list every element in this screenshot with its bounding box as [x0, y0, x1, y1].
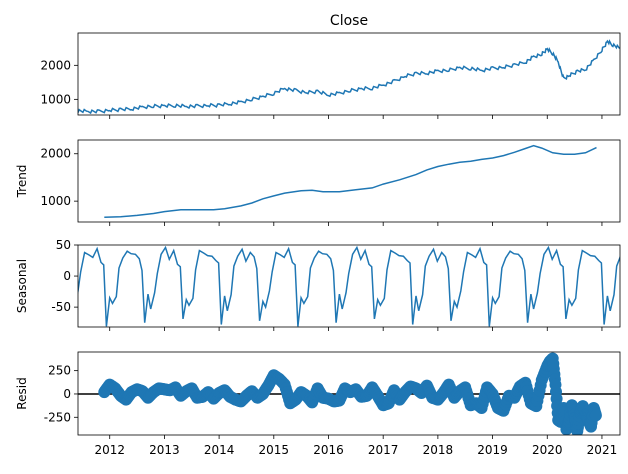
x-tick-label: 2014 [204, 443, 235, 457]
axes-frame [77, 244, 621, 328]
y-tick-label: 0 [63, 387, 71, 401]
x-tick-label: 2020 [532, 443, 563, 457]
panel-2: 1000 2000 Trend [15, 139, 621, 226]
plot-area [78, 352, 620, 435]
y-axis-label: Trend [15, 165, 29, 199]
y-tick-label: -50 [51, 300, 71, 314]
y-tick-label: 250 [48, 364, 71, 378]
y-tick-label: 1000 [40, 92, 71, 106]
plot-area [104, 144, 597, 219]
y-axis-label: Resid [15, 377, 29, 409]
axes-frame [77, 139, 621, 223]
plot-area [78, 245, 620, 327]
x-tick-label: 2015 [259, 443, 290, 457]
x-tick-label: 2019 [477, 443, 508, 457]
panel-1: 1000 2000 Close [40, 13, 621, 119]
axes-frame [77, 351, 621, 436]
x-tick-label: 2018 [423, 443, 454, 457]
y-tick-label: 2000 [40, 58, 71, 72]
trend-line [104, 144, 597, 219]
plot-area [78, 39, 620, 115]
y-tick-label: 1000 [40, 194, 71, 208]
panel-3: -50 0 50 Seasonal [15, 238, 621, 331]
y-tick-label: 50 [56, 238, 71, 252]
y-axis-label: Seasonal [15, 259, 29, 313]
y-tick-label: 2000 [40, 147, 71, 161]
close-line [78, 39, 620, 115]
chart-title: Close [330, 13, 368, 29]
y-tick-label: -250 [44, 410, 71, 424]
x-tick-label: 2016 [313, 443, 344, 457]
y-tick-label: 0 [63, 269, 71, 283]
axes-frame [77, 32, 621, 116]
seasonal-line [78, 245, 620, 327]
x-tick-label: 2017 [368, 443, 399, 457]
x-tick-label: 2013 [149, 443, 180, 457]
resid-point [589, 409, 602, 422]
x-tick-label: 2021 [587, 443, 618, 457]
panel-4: -250 0 250 2012 2013 2014 2015 2016 2017 2018 2019… [15, 351, 621, 457]
x-tick-label: 2012 [94, 443, 125, 457]
